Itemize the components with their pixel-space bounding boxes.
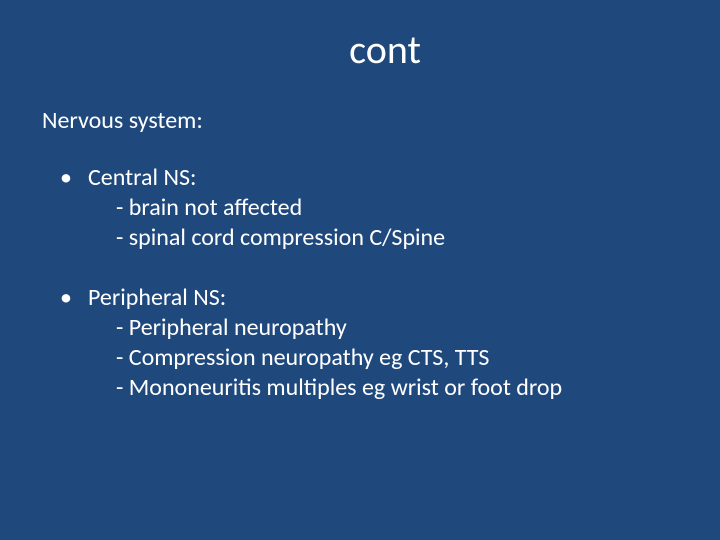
bullet-item: Central NS: - brain not affected - spina… (60, 163, 690, 253)
bullet-heading: Peripheral NS: (88, 283, 226, 312)
bullet-sub-line: - spinal cord compression C/Spine (88, 223, 690, 253)
bullet-sub-line: - Compression neuropathy eg CTS, TTS (88, 343, 690, 373)
slide-container: cont Nervous system: Central NS: - brain… (0, 0, 720, 540)
bullet-sub-line: - Peripheral neuropathy (88, 313, 690, 343)
slide-subtitle: Nervous system: (42, 106, 690, 135)
slide-title: cont (80, 25, 690, 74)
bullet-heading: Central NS: (88, 163, 196, 192)
bullet-item: Peripheral NS: - Peripheral neuropathy -… (60, 283, 690, 403)
bullet-list: Central NS: - brain not affected - spina… (30, 163, 690, 403)
bullet-sub-line: - Mononeuritis multiples eg wrist or foo… (88, 373, 690, 403)
bullet-sub-line: - brain not affected (88, 193, 690, 223)
